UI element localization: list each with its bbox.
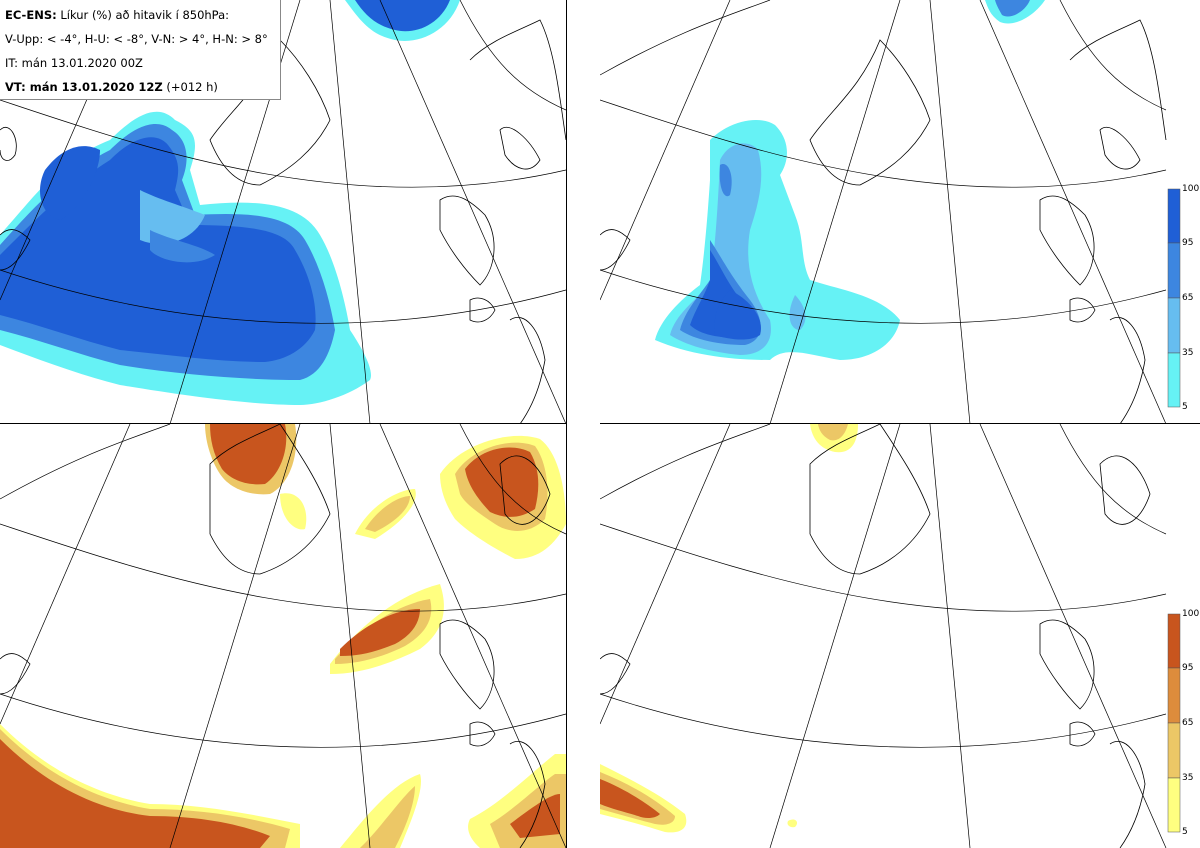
map-panel-top-left: EC-ENS: Líkur (%) að hitavik í 850hPa: V… [0,0,600,424]
graticule [600,424,1167,848]
cb-tick-35: 35 [1182,348,1194,358]
map-panel-top-right: 100 95 65 35 5 [600,0,1200,424]
graticule [600,0,1167,424]
cb-tick-5: 5 [1182,827,1188,837]
probability-field [655,0,1045,360]
probability-field [0,0,460,405]
coastlines [600,424,1151,848]
map-bottom-left [0,424,567,848]
cb-tick-100: 100 [1182,184,1200,194]
valid-time-line: VT: mán 13.01.2020 12Z (+012 h) [5,75,275,99]
map-top-right [600,0,1167,424]
coastlines [600,19,1167,424]
map-panel-bottom-right: 100 95 65 35 5 [600,424,1200,848]
cb-tick-95: 95 [1182,663,1194,673]
horizontal-separator [0,423,1200,424]
map-panel-bottom-left: 100 95 65 35 5 [0,424,600,848]
map-bottom-right [600,424,1167,848]
info-box: EC-ENS: Líkur (%) að hitavik í 850hPa: V… [0,0,281,100]
probability-field [0,424,566,848]
vertical-separator [566,0,600,848]
cb-tick-65: 65 [1182,718,1194,728]
cb-tick-65: 65 [1182,293,1194,303]
colorbar-bottom-right: 100 95 65 35 5 [1165,609,1200,837]
colorbar-orange-br [1167,613,1181,833]
cb-tick-95: 95 [1182,238,1194,248]
cb-tick-100: 100 [1182,609,1200,619]
lead-time: (+012 h) [162,80,218,94]
coastlines [0,424,551,848]
model-name: EC-ENS: [5,8,57,22]
title-text: Líkur (%) að hitavik í 850hPa: [56,8,230,22]
colorbar-top-right: 100 95 65 35 5 [1165,184,1200,412]
cb-tick-35: 35 [1182,773,1194,783]
init-time: IT: mán 13.01.2020 00Z [5,56,143,70]
probability-field [600,424,858,833]
coastlines [0,19,567,424]
map-top-left [0,0,567,424]
colorbar-blue-tr [1167,188,1181,408]
valid-time: VT: mán 13.01.2020 12Z [5,80,163,94]
thresholds-line: V-Upp: < -4°, H-U: < -8°, V-N: > 4°, H-N… [5,32,268,46]
title-line: EC-ENS: Líkur (%) að hitavik í 850hPa: [5,3,275,27]
cb-tick-5: 5 [1182,402,1188,412]
graticule [0,424,567,848]
